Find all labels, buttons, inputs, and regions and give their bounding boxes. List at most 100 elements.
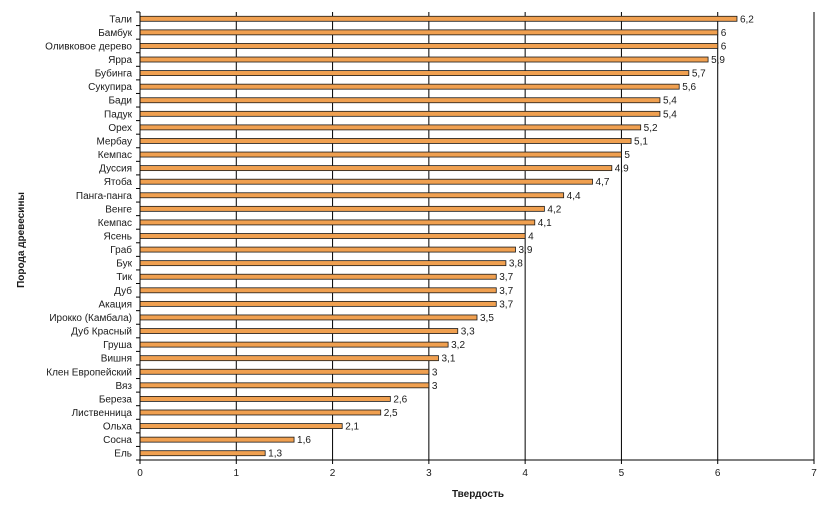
bar — [139, 43, 719, 49]
x-ticks: 0 1 2 3 4 5 6 7 — [137, 460, 817, 479]
bar — [139, 300, 497, 307]
category-label: Береза — [99, 394, 133, 405]
category-label: Лиственница — [72, 408, 133, 419]
x-tick-label: 3 — [426, 468, 432, 479]
category-label: Акация — [98, 299, 132, 310]
category-label: Клен Европейский — [46, 367, 132, 378]
bar — [139, 233, 526, 239]
value-label: 1,3 — [268, 449, 282, 460]
bar — [139, 314, 478, 321]
value-label: 3,1 — [441, 354, 455, 365]
bar — [139, 341, 449, 348]
category-label: Дуб Красный — [71, 326, 132, 338]
x-tick-label: 4 — [522, 468, 528, 479]
category-label: Падук — [104, 109, 133, 120]
y-axis-title: Порода древесины — [16, 192, 27, 288]
value-label: 5,7 — [692, 69, 706, 80]
value-label: 1,6 — [297, 435, 311, 446]
x-tick-label: 7 — [811, 468, 817, 479]
category-label: Тали — [109, 14, 132, 25]
bar — [139, 287, 497, 294]
bar — [139, 70, 690, 76]
bar — [139, 450, 266, 457]
x-tick-label: 2 — [330, 468, 336, 479]
bar — [139, 15, 738, 22]
value-label: 4,4 — [567, 191, 581, 202]
value-label: 5,2 — [644, 123, 658, 134]
category-label: Груша — [103, 340, 132, 351]
value-label: 6 — [721, 41, 727, 52]
category-label: Бади — [108, 96, 132, 107]
category-label: Ироккo (Камбала) — [49, 312, 132, 324]
bar — [139, 192, 565, 199]
x-tick-label: 1 — [234, 468, 240, 479]
category-label: Вишня — [101, 354, 132, 365]
bar — [139, 205, 545, 212]
category-label: Граб — [110, 244, 132, 256]
value-labels: 6,2 6 6 5,9 5,7 5,6 5,4 5,4 5,2 5,1 5 4,9 4,7 4,4 4,2 4… — [268, 14, 754, 459]
category-label: Ятоба — [104, 176, 133, 188]
category-label: Ярра — [108, 55, 132, 66]
value-label: 2,6 — [393, 394, 407, 405]
category-label: Ясень — [103, 232, 132, 243]
bar — [139, 165, 613, 172]
category-label: Дуб — [114, 285, 132, 297]
value-label: 3,8 — [509, 259, 523, 270]
bar — [139, 328, 459, 334]
value-label: 4,1 — [538, 218, 552, 229]
value-label: 3,2 — [451, 340, 465, 351]
value-label: 3,5 — [480, 313, 494, 324]
value-label: 5,4 — [663, 96, 677, 107]
category-label: Венге — [105, 204, 132, 215]
bar — [139, 355, 439, 362]
value-label: 3,7 — [499, 272, 513, 283]
value-label: 3 — [432, 367, 438, 378]
bars — [139, 15, 738, 457]
value-label: 4 — [528, 232, 534, 243]
bar — [139, 436, 295, 443]
value-label: 5,6 — [682, 82, 696, 93]
x-axis-title: Твердость — [452, 489, 504, 500]
value-label: 5,1 — [634, 136, 648, 147]
value-label: 3,7 — [499, 299, 513, 310]
category-label: Тик — [116, 272, 132, 283]
value-label: 2,5 — [384, 408, 398, 419]
category-labels: Тали Бамбук Оливковое дерево Ярра Бубинга Сук… — [45, 14, 132, 459]
bar — [139, 29, 719, 36]
bar — [139, 124, 642, 131]
x-tick-label: 0 — [137, 468, 143, 479]
category-label: Бамбук — [98, 27, 132, 39]
category-label: Оливковое дерево — [45, 41, 132, 52]
bar — [139, 273, 497, 280]
category-label: Панга-панга — [76, 191, 133, 202]
bar — [139, 178, 593, 185]
category-label: Кемпас — [98, 150, 132, 161]
value-label: 6 — [721, 28, 727, 39]
bar — [139, 409, 382, 416]
category-label: Сосна — [103, 435, 132, 446]
category-label: Бук — [116, 259, 132, 270]
category-label: Орех — [108, 123, 132, 134]
value-label: 3,7 — [499, 286, 513, 297]
axes — [136, 11, 814, 461]
bar — [139, 423, 343, 429]
value-label: 6,2 — [740, 14, 754, 25]
bar — [139, 56, 709, 63]
bar — [139, 83, 680, 90]
value-label: 3 — [432, 381, 438, 392]
bar — [139, 110, 661, 117]
x-tick-label: 6 — [715, 468, 721, 479]
value-label: 4,7 — [596, 177, 610, 188]
value-label: 5,4 — [663, 109, 677, 120]
category-label: Сукупира — [88, 82, 132, 93]
bar — [139, 97, 661, 104]
bar — [139, 396, 391, 402]
bar — [139, 219, 536, 226]
category-label: Мербау — [96, 135, 132, 147]
x-tick-label: 5 — [619, 468, 625, 479]
bar — [139, 151, 622, 158]
category-label: Бубинга — [95, 68, 133, 80]
bar — [139, 382, 430, 389]
category-label: Кемпас — [98, 218, 132, 229]
